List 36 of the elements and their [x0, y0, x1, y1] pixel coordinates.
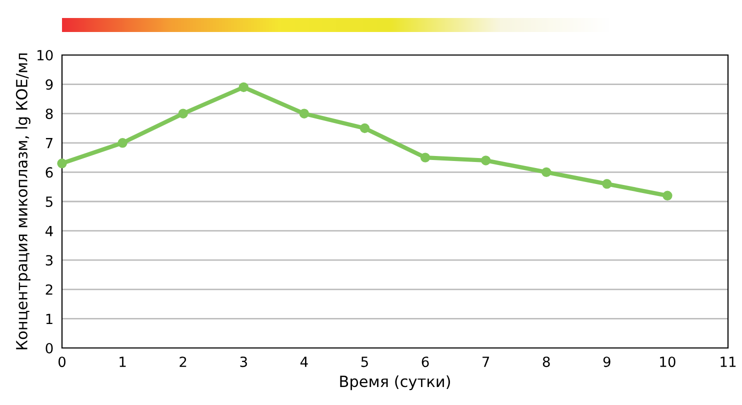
- point: [602, 179, 612, 189]
- y-tick-label: 3: [46, 255, 53, 266]
- y-tick-label: 10: [38, 50, 53, 60]
- point: [420, 152, 430, 162]
- y-tick-label: 1: [46, 314, 52, 324]
- point: [662, 190, 672, 200]
- x-tick-label: 3: [240, 356, 247, 368]
- point: [57, 158, 67, 168]
- point: [178, 108, 188, 118]
- x-tick-label: 5: [361, 356, 368, 368]
- x-tick-label: 4: [300, 356, 308, 367]
- x-tick-label: 7: [482, 356, 490, 367]
- y-tick-label: 6: [46, 167, 53, 178]
- y-axis-title: Концентрация микоплазм, lg КОЕ/мл: [16, 53, 30, 350]
- x-axis-title: Время (сутки): [340, 375, 450, 390]
- point: [238, 82, 248, 92]
- y-tick-label: 5: [46, 196, 52, 207]
- y-tick-label: 7: [46, 138, 52, 148]
- point: [480, 156, 491, 166]
- y-tick-label: 9: [46, 79, 53, 90]
- x-tick-label: 6: [422, 356, 429, 368]
- y-tick-label: 4: [46, 226, 53, 236]
- point: [299, 108, 310, 118]
- y-tick-label: 2: [46, 284, 52, 295]
- point: [542, 167, 552, 178]
- x-tick-label: 2: [180, 356, 186, 367]
- x-tick-label: 0: [58, 356, 66, 368]
- x-tick-label: 10: [660, 356, 676, 368]
- x-tick-label: 1: [120, 356, 126, 367]
- point: [118, 138, 128, 148]
- x-tick-label: 11: [720, 356, 736, 367]
- x-tick-label: 9: [603, 356, 610, 368]
- y-tick-label: 0: [46, 342, 53, 354]
- y-tick-label: 8: [46, 108, 53, 120]
- x-tick-label: 8: [542, 356, 550, 368]
- point: [360, 123, 370, 134]
